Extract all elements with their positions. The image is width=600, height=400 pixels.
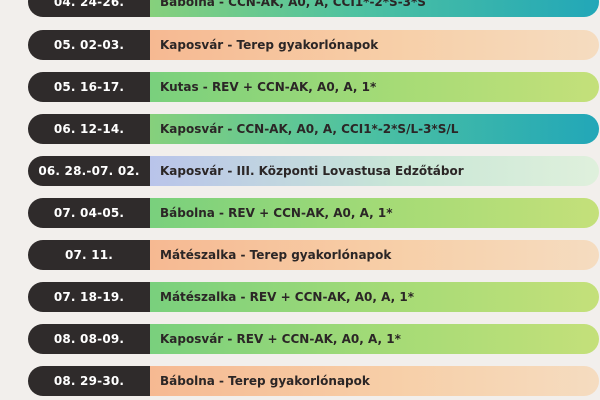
row-date: 07. 18-19. [28,282,150,312]
row-event: Kaposvár - III. Központi Lovastusa Edzőt… [150,156,599,186]
schedule-row: 07. 11. Mátészalka - Terep gyakorlónapok [28,240,599,270]
row-date: 06. 28.-07. 02. [28,156,150,186]
schedule-row: 06. 12-14. Kaposvár - CCN-AK, A0, A, CCI… [28,114,599,144]
row-date: 07. 11. [28,240,150,270]
row-date: 04. 24-26. [28,0,150,17]
row-event: Bábolna - Terep gyakorlónapok [150,366,599,396]
row-date: 06. 12-14. [28,114,150,144]
row-date: 08. 29-30. [28,366,150,396]
schedule-row: 08. 08-09. Kaposvár - REV + CCN-AK, A0, … [28,324,599,354]
row-event: Kaposvár - REV + CCN-AK, A0, A, 1* [150,324,599,354]
row-event: Mátészalka - Terep gyakorlónapok [150,240,599,270]
schedule-row: 04. 24-26. Bábolna - CCN-AK, A0, A, CCI1… [28,0,599,17]
row-date: 07. 04-05. [28,198,150,228]
row-event: Bábolna - REV + CCN-AK, A0, A, 1* [150,198,599,228]
schedule-row: 05. 16-17. Kutas - REV + CCN-AK, A0, A, … [28,72,599,102]
row-event: Kaposvár - Terep gyakorlónapok [150,30,599,60]
schedule-row: 07. 18-19. Mátészalka - REV + CCN-AK, A0… [28,282,599,312]
row-event: Bábolna - CCN-AK, A0, A, CCI1*-2*S-3*S [150,0,599,17]
row-date: 08. 08-09. [28,324,150,354]
row-event: Kaposvár - CCN-AK, A0, A, CCI1*-2*S/L-3*… [150,114,599,144]
row-date: 05. 02-03. [28,30,150,60]
schedule-row: 06. 28.-07. 02. Kaposvár - III. Központi… [28,156,599,186]
row-event: Mátészalka - REV + CCN-AK, A0, A, 1* [150,282,599,312]
row-event: Kutas - REV + CCN-AK, A0, A, 1* [150,72,599,102]
schedule-row: 05. 02-03. Kaposvár - Terep gyakorlónapo… [28,30,599,60]
row-date: 05. 16-17. [28,72,150,102]
schedule-row: 08. 29-30. Bábolna - Terep gyakorlónapok [28,366,599,396]
schedule-row: 07. 04-05. Bábolna - REV + CCN-AK, A0, A… [28,198,599,228]
